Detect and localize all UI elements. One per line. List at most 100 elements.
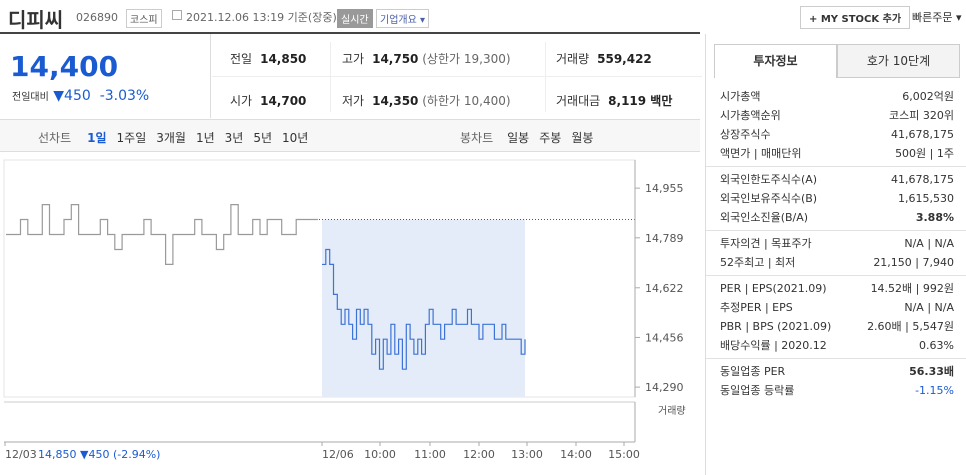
tab[interactable]: 일봉 <box>507 131 530 145</box>
current-price: 14,400 <box>10 50 119 83</box>
session-shade <box>322 219 525 397</box>
sidebar-tab[interactable]: 투자정보 <box>714 44 837 78</box>
sidebar-label: 추정PER | EPS <box>720 301 793 314</box>
info-label: 저가 <box>342 94 365 108</box>
sidebar-label: 시가총액 <box>720 90 761 103</box>
sidebar-group: 투자의견 | 목표주가 N/A | N/A 52주최고 | 최저 21,150 | 7… <box>706 231 966 276</box>
tab[interactable]: 5년 <box>253 131 273 145</box>
sidebar-value: 56.33배 <box>909 365 954 378</box>
y-tick-label: 14,456 <box>645 331 684 344</box>
tab[interactable]: 3년 <box>224 131 244 145</box>
sidebar-label: 액면가 | 매매단위 <box>720 147 802 160</box>
change-line: 전일대비 ▼450 -3.03% <box>12 88 149 104</box>
sidebar-label: 외국인보유주식수(B) <box>720 192 818 205</box>
volume-label: 거래량 <box>658 405 686 417</box>
change-arrow: ▼ <box>53 88 65 104</box>
col-divider <box>545 42 546 112</box>
sidebar-label: 외국인한도주식수(A) <box>720 173 818 186</box>
sidebar-row: 배당수익률 | 2020.12 0.63% <box>706 336 966 355</box>
tab[interactable]: 1년 <box>195 131 215 145</box>
x-tick-label: 13:00 <box>511 448 543 461</box>
overview-dropdown[interactable]: 기업개요 ▾ <box>376 9 430 28</box>
sidebar-row: 외국인한도주식수(A) 41,678,175 <box>706 170 966 189</box>
sidebar-row: 52주최고 | 최저 21,150 | 7,940 <box>706 253 966 272</box>
sidebar-tab[interactable]: 호가 10단계 <box>837 44 960 78</box>
divider <box>210 34 211 118</box>
line-tabs: 선차트 1일 1주일 3개월 1년 3년 5년 10년 <box>38 129 318 146</box>
sidebar-row: PER | EPS(2021.09) 14.52배 | 992원 <box>706 279 966 298</box>
y-tick-label: 14,789 <box>645 232 684 245</box>
overview-text: 기업개요 <box>380 15 417 26</box>
info-cell: 거래대금 8,119 백만 <box>556 92 672 109</box>
sidebar-value: 41,678,175 <box>891 173 954 186</box>
sidebar-label: PER | EPS(2021.09) <box>720 282 827 295</box>
info-value: 8,119 백만 <box>608 94 673 108</box>
y-tick-label: 14,622 <box>645 282 684 295</box>
info-cell: 거래량 559,422 <box>556 50 652 67</box>
sidebar-row: 동일업종 PER 56.33배 <box>706 362 966 381</box>
sidebar-label: 투자의견 | 목표주가 <box>720 237 812 250</box>
datetime: 2021.12.06 13:19 기준(장중) <box>186 11 337 24</box>
sidebar-value: N/A | N/A <box>904 301 954 314</box>
sidebar-row: 외국인보유주식수(B) 1,615,530 <box>706 189 966 208</box>
sidebar-row: 동일업종 등락률 -1.15% <box>706 381 966 400</box>
sidebar-label: 동일업종 등락률 <box>720 384 795 397</box>
prev-day-note: 14,850 ▼450 (-2.94%) <box>38 448 160 461</box>
info-label: 거래대금 <box>556 94 601 108</box>
sidebar-row: PBR | BPS (2021.09) 2.60배 | 5,547원 <box>706 317 966 336</box>
mystock-button[interactable]: + MY STOCK 추가 <box>800 6 911 29</box>
info-value: 14,350 <box>372 94 419 108</box>
sidebar-label: PBR | BPS (2021.09) <box>720 320 832 333</box>
x-tick-label: 10:00 <box>364 448 396 461</box>
tab[interactable]: 월봉 <box>571 131 594 145</box>
price-line <box>6 204 318 265</box>
info-value: 14,850 <box>260 52 307 66</box>
stock-code: 026890 <box>76 11 118 24</box>
sidebar-value: 41,678,175 <box>891 128 954 141</box>
sidebar-row: 투자의견 | 목표주가 N/A | N/A <box>706 234 966 253</box>
info-sub-value: 19,300) <box>463 52 511 66</box>
sidebar-group: 외국인한도주식수(A) 41,678,175 외국인보유주식수(B) 1,615,53… <box>706 167 966 231</box>
sidebar-label: 동일업종 PER <box>720 365 786 378</box>
info-label: 거래량 <box>556 52 590 66</box>
x-tick-label: 15:00 <box>608 448 640 461</box>
sidebar-label: 시가총액순위 <box>720 109 781 122</box>
sidebar-label: 배당수익률 | 2020.12 <box>720 339 827 352</box>
sidebar-value: 6,002억원 <box>902 90 954 103</box>
sidebar: 투자정보 호가 10단계 시가총액 6,002억원 시가총액순위 코스피 320위 상장… <box>705 34 966 475</box>
sidebar-group: PER | EPS(2021.09) 14.52배 | 992원 추정PER | E… <box>706 276 966 359</box>
quick-order-text: 빠른주문 <box>912 11 953 24</box>
realtime-badge[interactable]: 실시간 <box>337 9 373 28</box>
row-divider <box>212 76 702 77</box>
x-tick-label: 11:00 <box>414 448 446 461</box>
sidebar-row: 시가총액 6,002억원 <box>706 87 966 106</box>
tab[interactable]: 1일 <box>87 131 107 145</box>
tab-label: 선차트 <box>38 131 72 145</box>
info-cell: 고가 14,750 (상한가 19,300) <box>342 50 511 67</box>
x-tick-label: 12/03 <box>5 448 37 461</box>
tab[interactable]: 10년 <box>282 131 309 145</box>
plot-frame <box>3 159 636 398</box>
col-divider <box>330 42 331 112</box>
quick-order[interactable]: 빠른주문 ▾ <box>912 11 962 24</box>
sidebar-row: 추정PER | EPS N/A | N/A <box>706 298 966 317</box>
x-tick-label: 12:00 <box>463 448 495 461</box>
tab[interactable]: 3개월 <box>156 131 186 145</box>
sidebar-value: 500원 | 1주 <box>895 147 954 160</box>
calendar-icon <box>172 10 182 20</box>
sidebar-value: 2.60배 | 5,547원 <box>867 320 954 333</box>
sidebar-label: 외국인소진율(B/A) <box>720 211 809 224</box>
x-tick-label: 14:00 <box>560 448 592 461</box>
info-sub-value: 10,400) <box>463 94 511 108</box>
y-tick-label: 14,290 <box>645 381 684 394</box>
tab[interactable]: 1주일 <box>116 131 147 145</box>
info-cell: 시가 14,700 <box>230 92 306 109</box>
sidebar-row: 외국인소진율(B/A) 3.88% <box>706 208 966 227</box>
x-tick-label: 12/06 <box>322 448 354 461</box>
info-sub-label: (상한가 <box>422 52 461 66</box>
tab-label: 봉차트 <box>460 131 494 145</box>
tab[interactable]: 주봉 <box>539 131 562 145</box>
